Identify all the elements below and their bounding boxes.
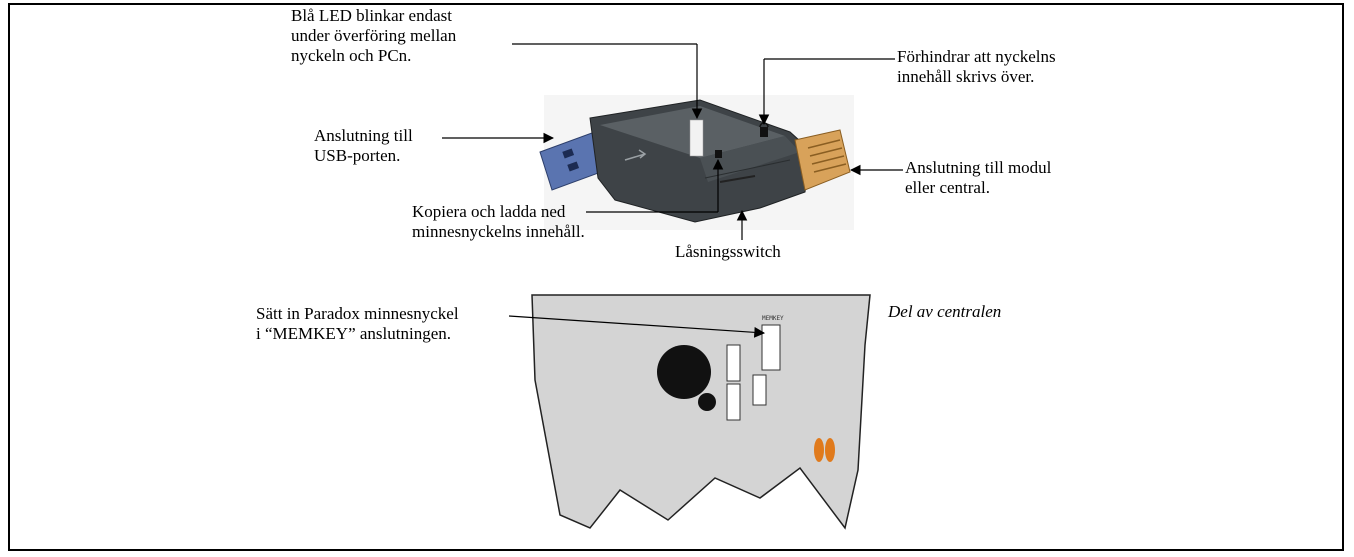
panel-part-label: Del av centralen <box>888 302 1002 321</box>
small-hole <box>698 393 716 411</box>
usb-label: Anslutning till USB-porten. <box>314 126 413 166</box>
memkey-connector-label: MEMKEY <box>762 315 784 322</box>
board-outline <box>531 294 871 530</box>
large-hole <box>657 345 711 399</box>
orange-component-2 <box>825 438 835 462</box>
module-label-line-2: eller central. <box>905 178 990 197</box>
board-connector-2 <box>726 383 741 421</box>
usb-label-line-2: USB-porten. <box>314 146 401 165</box>
protect-label: Förhindrar att nyckelns innehåll skrivs … <box>897 47 1056 87</box>
led-label-line-2: under överföring mellan <box>291 26 457 45</box>
memory-key-illustration <box>539 99 851 223</box>
orange-component-1 <box>814 438 824 462</box>
lock-switch-label: Låsningsswitch <box>675 242 781 261</box>
usb-symbol-icon <box>624 149 647 161</box>
memkey-connector <box>761 324 781 371</box>
insert-label-line-1: Sätt in Paradox minnesnyckel <box>256 304 459 323</box>
protect-label-line-2: innehåll skrivs över. <box>897 67 1035 86</box>
led-window <box>689 119 704 157</box>
module-label: Anslutning till modul eller central. <box>905 158 1051 198</box>
module-label-line-1: Anslutning till modul <box>905 158 1052 177</box>
insert-label-line-2: i “MEMKEY” anslutningen. <box>256 324 451 343</box>
led-label-line-1: Blå LED blinkar endast <box>291 6 452 25</box>
board-connector-3 <box>752 374 767 406</box>
protect-label-line-1: Förhindrar att nyckelns <box>897 47 1056 66</box>
led-label-line-3: nyckeln och PCn. <box>291 46 412 65</box>
copy-label-line-1: Kopiera och ladda ned <box>412 202 566 221</box>
copy-label-line-2: minnesnyckelns innehåll. <box>412 222 585 241</box>
diagram-frame <box>8 3 1344 551</box>
copy-label: Kopiera och ladda ned minnesnyckelns inn… <box>412 202 585 242</box>
callout-arrow-insert <box>508 315 766 338</box>
usb-label-line-1: Anslutning till <box>314 126 413 145</box>
lock-switch <box>760 127 768 137</box>
panel-board-illustration: MEMKEY <box>531 294 871 530</box>
insert-label: Sätt in Paradox minnesnyckel i “MEMKEY” … <box>256 304 459 344</box>
led-label: Blå LED blinkar endast under överföring … <box>291 6 456 66</box>
board-connector-1 <box>726 344 741 382</box>
copy-switch <box>715 150 722 158</box>
